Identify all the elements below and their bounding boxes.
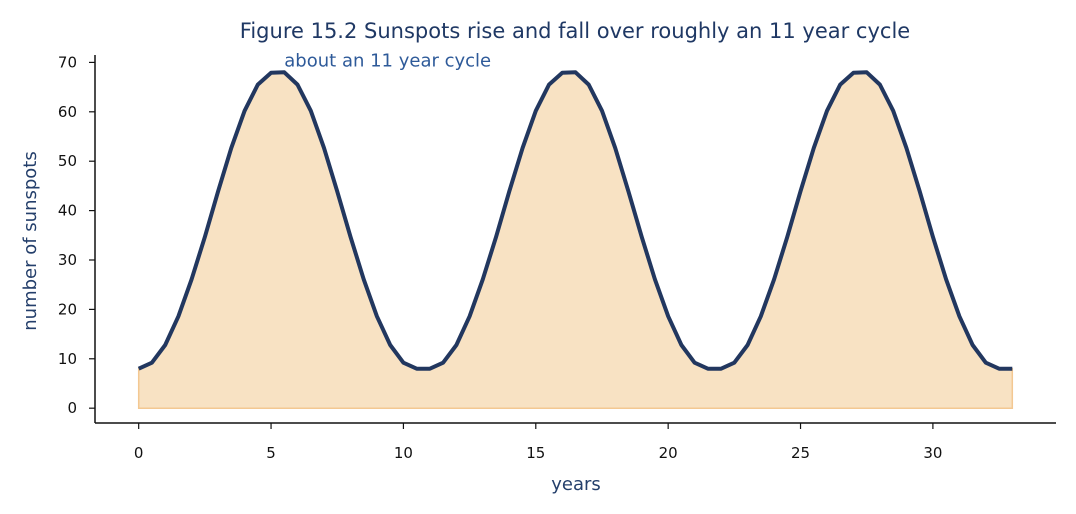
y-tick-label: 10	[58, 350, 77, 368]
y-axis-ticks: 0 10 20 30 40 50 60 70	[58, 53, 95, 417]
y-tick-label: 50	[58, 152, 77, 170]
x-tick-label: 0	[134, 444, 144, 462]
y-tick-label: 70	[58, 53, 77, 71]
sunspot-area-fill	[137, 71, 1014, 409]
cycle-annotation: about an 11 year cycle	[284, 50, 491, 71]
x-tick-label: 5	[266, 444, 276, 462]
x-axis-ticks: 0 5 10 15 20 25 30	[134, 423, 942, 462]
sunspot-series-line	[137, 70, 1013, 371]
y-tick-label: 0	[67, 399, 77, 417]
x-tick-label: 25	[791, 444, 810, 462]
y-tick-label: 30	[58, 251, 77, 269]
y-axis-label: number of sunspots	[20, 151, 41, 331]
y-tick-label: 20	[58, 300, 77, 318]
plot-area	[137, 70, 1014, 409]
x-tick-label: 10	[394, 444, 413, 462]
x-tick-label: 30	[923, 444, 942, 462]
y-tick-label: 60	[58, 103, 77, 121]
x-tick-label: 15	[526, 444, 545, 462]
chart-title: Figure 15.2 Sunspots rise and fall over …	[240, 19, 910, 43]
y-tick-label: 40	[58, 202, 77, 220]
x-axis-label: years	[551, 474, 601, 495]
x-tick-label: 20	[659, 444, 678, 462]
